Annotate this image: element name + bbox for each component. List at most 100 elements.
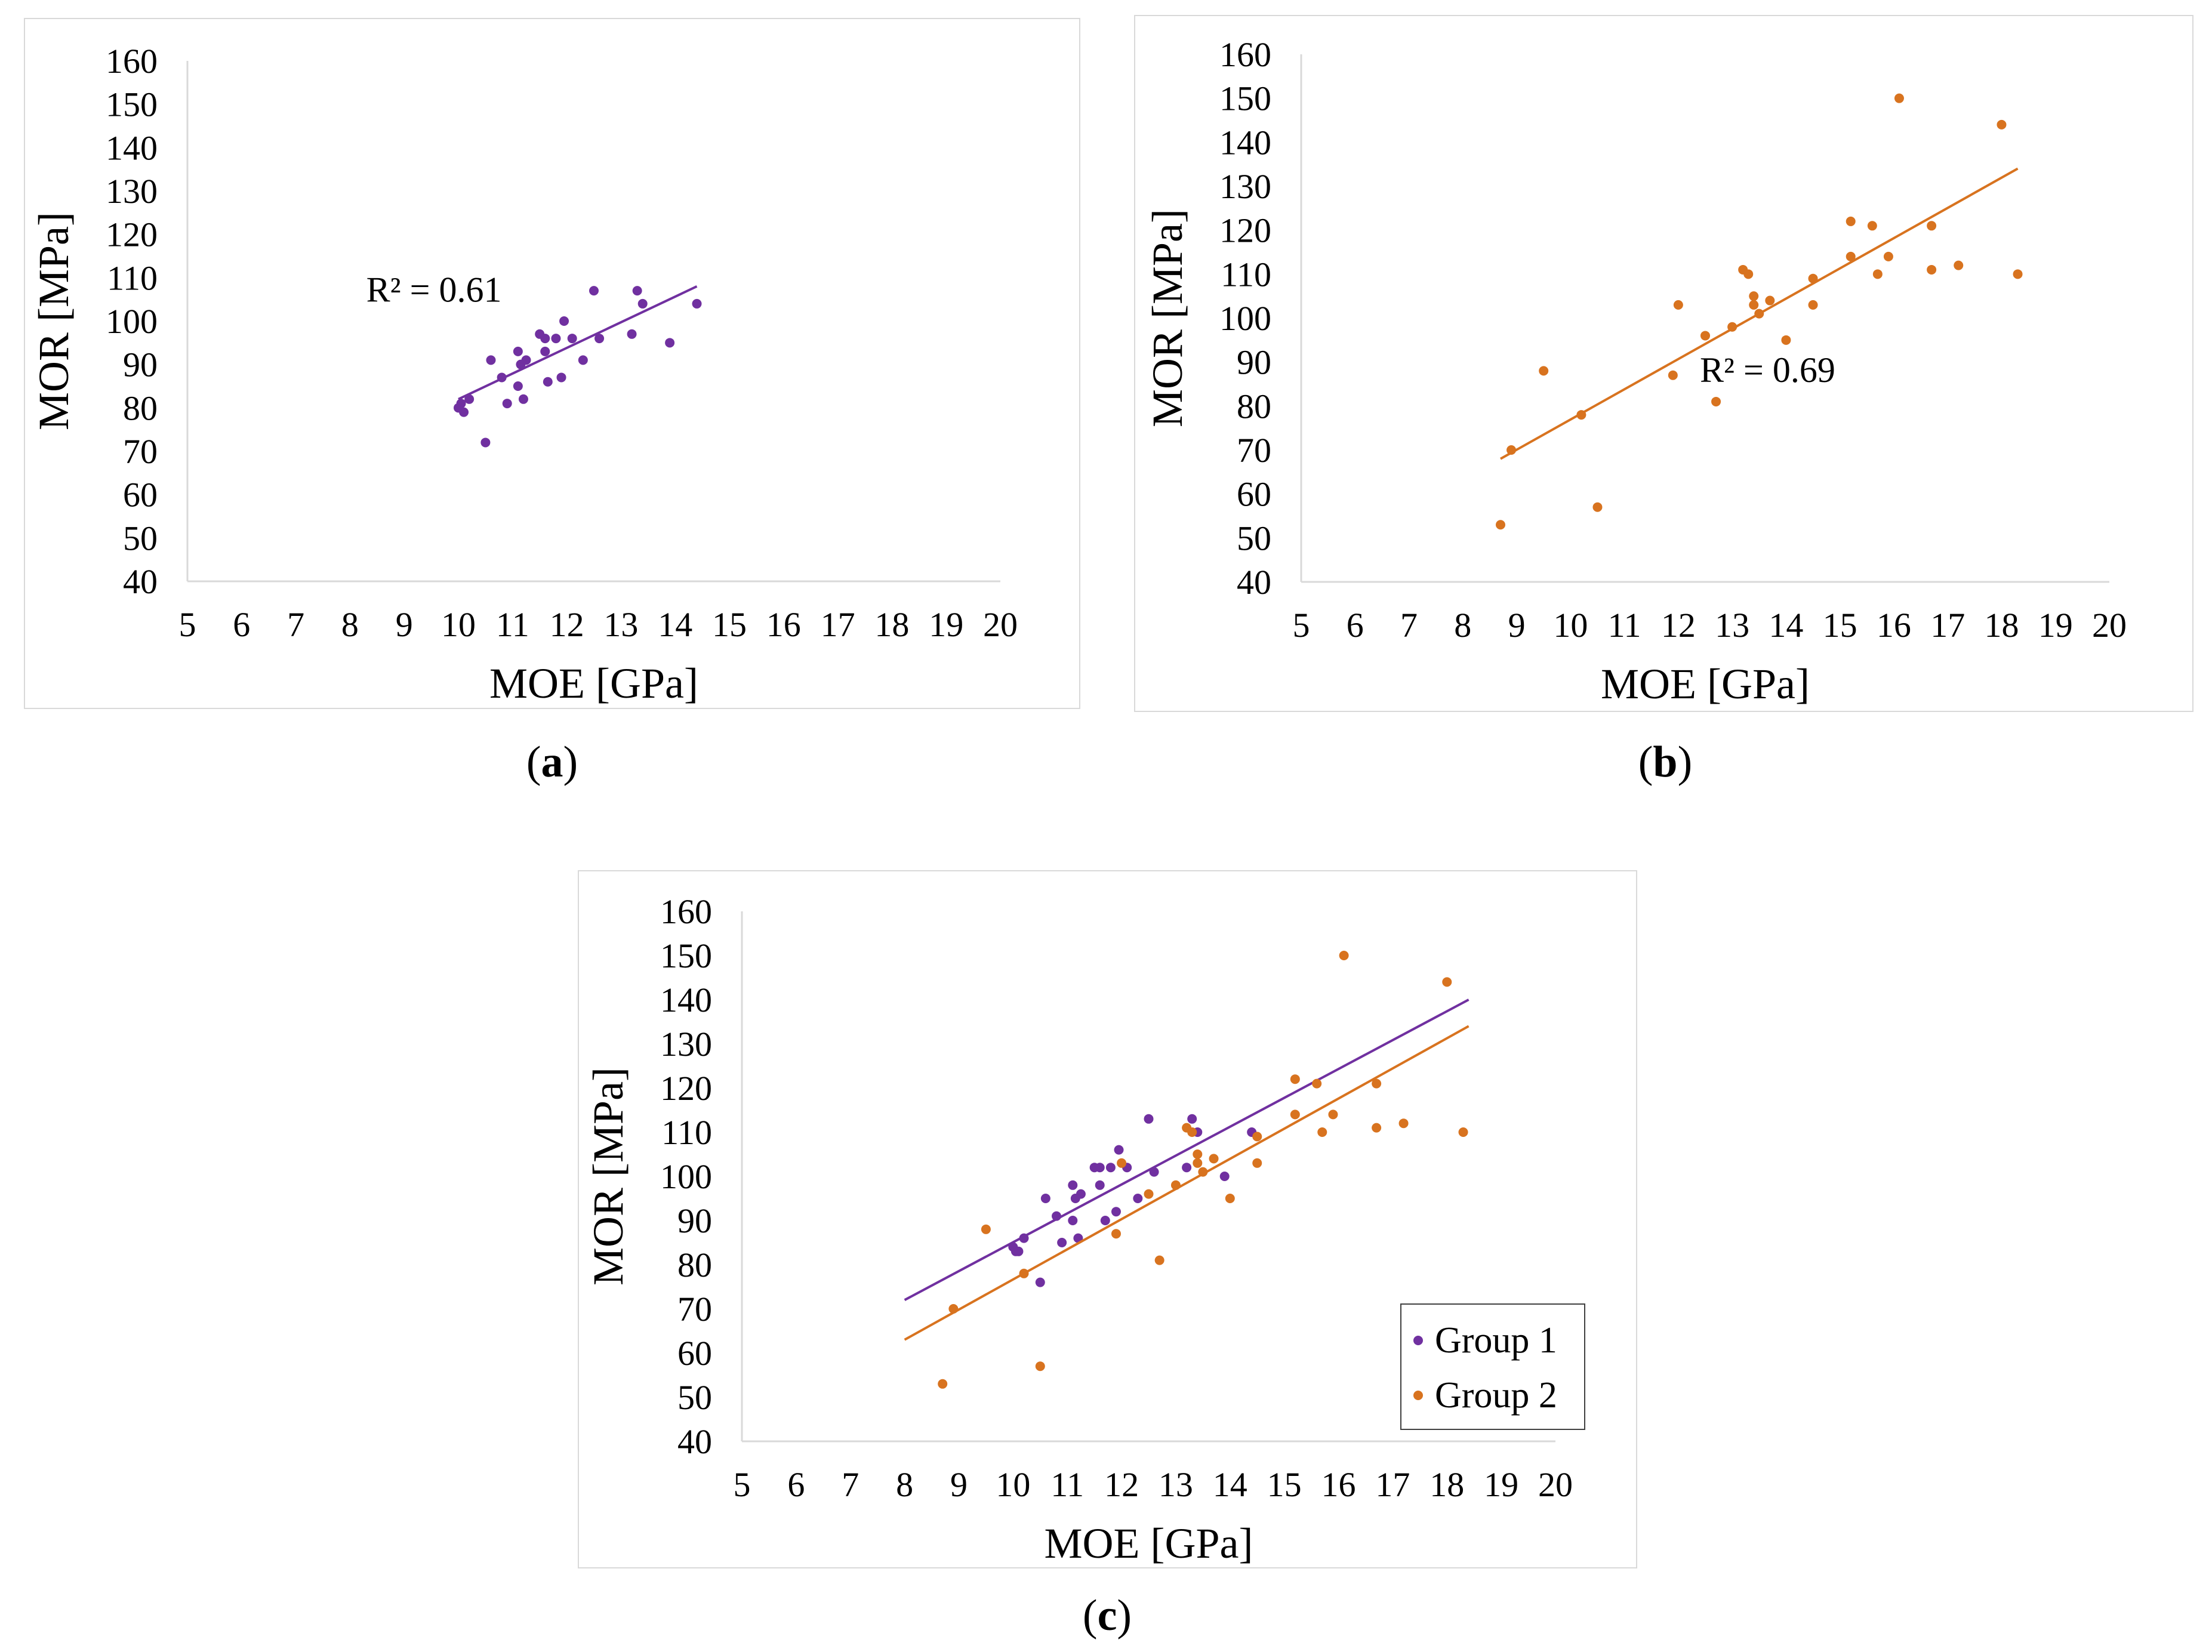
data-point xyxy=(1252,1132,1262,1142)
y-tick-label: 110 xyxy=(1221,255,1271,294)
x-tick-label: 14 xyxy=(1213,1465,1247,1504)
x-tick-label: 10 xyxy=(441,605,476,644)
x-tick-label: 8 xyxy=(896,1465,913,1504)
x-tick-label: 17 xyxy=(1375,1465,1410,1504)
data-point xyxy=(1035,1361,1045,1371)
data-point xyxy=(486,355,496,365)
data-point xyxy=(1019,1268,1029,1278)
data-point xyxy=(2013,269,2023,279)
x-tick-label: 11 xyxy=(496,605,529,644)
data-point xyxy=(1576,410,1586,420)
data-point xyxy=(1808,300,1818,310)
data-point xyxy=(1209,1154,1219,1164)
data-point xyxy=(540,346,550,356)
y-tick-label: 80 xyxy=(123,389,158,427)
chart-a-svg: 5 6 7 8 9 10 11 12 13 14 15 16 17 18 19 20 40 50 60 70 80 90 1… xyxy=(30,42,1018,707)
data-point xyxy=(1133,1194,1143,1203)
y-tick-label: 50 xyxy=(677,1378,712,1417)
x-tick-label: 6 xyxy=(1347,606,1364,645)
data-point xyxy=(1312,1078,1322,1089)
y-tick-label: 90 xyxy=(677,1201,712,1240)
data-point xyxy=(1252,1158,1262,1168)
data-point xyxy=(578,355,588,365)
x-tick-label: 20 xyxy=(2092,606,2127,645)
data-point xyxy=(1781,335,1791,345)
x-tick-label: 18 xyxy=(874,605,909,644)
data-point xyxy=(551,334,561,344)
x-tick-label: 19 xyxy=(2038,606,2073,645)
y-tick-label: 120 xyxy=(106,215,158,254)
trendline-series-2 xyxy=(904,1025,1469,1341)
y-tick-label: 40 xyxy=(677,1422,712,1461)
data-point xyxy=(1105,1163,1116,1173)
y-tick-label: 80 xyxy=(1237,387,1271,426)
y-tick-label: 90 xyxy=(1237,343,1271,382)
data-point xyxy=(1339,951,1349,960)
data-point xyxy=(1068,1216,1078,1225)
chart-panel-c: 5 6 7 8 9 10 11 12 13 14 15 16 17 18 19 20 40 50 60 70 80 90 1… xyxy=(578,870,1637,1568)
data-point xyxy=(1846,216,1856,226)
y-tick-label: 100 xyxy=(106,302,158,341)
data-point xyxy=(1144,1189,1154,1199)
x-tick-label: 7 xyxy=(1400,606,1418,645)
x-tick-label: 8 xyxy=(1454,606,1471,645)
data-point xyxy=(981,1224,991,1234)
y-tick-label: 150 xyxy=(1219,79,1271,118)
x-tick-label: 5 xyxy=(734,1465,751,1504)
y-tick-label: 70 xyxy=(123,432,158,471)
x-tick-label: 15 xyxy=(1823,606,1857,645)
x-tick-label: 13 xyxy=(603,605,638,644)
data-point xyxy=(1198,1167,1208,1177)
y-tick-label: 90 xyxy=(123,346,158,384)
x-tick-label: 9 xyxy=(396,605,413,644)
data-point xyxy=(938,1379,948,1389)
data-point xyxy=(480,437,491,448)
data-point xyxy=(513,381,523,391)
panel-label-b: (b) xyxy=(1638,738,1693,787)
x-tick-label: 20 xyxy=(983,605,1018,644)
x-tick-label: 17 xyxy=(1930,606,1965,645)
legend-item-group-2: Group 2 xyxy=(1413,1368,1572,1423)
x-tick-label: 17 xyxy=(821,605,855,644)
x-tick-label: 10 xyxy=(996,1465,1030,1504)
data-point xyxy=(1187,1114,1197,1124)
data-point xyxy=(543,377,553,387)
data-point xyxy=(1290,1074,1300,1084)
x-tick-label: 5 xyxy=(1293,606,1310,645)
legend-label-group-2: Group 2 xyxy=(1435,1375,1557,1416)
panel-label-a: (a) xyxy=(526,738,578,787)
data-point xyxy=(1219,1172,1230,1181)
data-point xyxy=(1170,1180,1181,1190)
data-point xyxy=(556,372,566,383)
x-tick-label: 15 xyxy=(712,605,747,644)
x-tick-label: 14 xyxy=(1769,606,1803,645)
data-point xyxy=(1808,273,1818,283)
x-tick-label: 11 xyxy=(1608,606,1641,645)
data-point xyxy=(1095,1163,1105,1173)
trendline-series-1 xyxy=(904,998,1469,1301)
data-point xyxy=(1076,1189,1086,1199)
y-tick-label: 40 xyxy=(123,562,158,601)
data-point xyxy=(1442,977,1452,987)
data-point xyxy=(1052,1211,1062,1221)
x-tick-label: 15 xyxy=(1267,1465,1302,1504)
r-squared-annotation: R² = 0.69 xyxy=(1700,350,1835,390)
data-point xyxy=(1927,221,1937,231)
data-point xyxy=(1867,221,1877,231)
y-tick-label: 70 xyxy=(677,1290,712,1329)
x-tick-label: 10 xyxy=(1553,606,1588,645)
x-tick-label: 16 xyxy=(1877,606,1911,645)
data-point xyxy=(1154,1255,1164,1265)
data-point xyxy=(1398,1118,1409,1129)
data-point xyxy=(1668,370,1678,380)
x-axis-title: MOE [GPa] xyxy=(1601,660,1810,708)
y-tick-label: 120 xyxy=(1219,211,1271,250)
y-tick-label: 60 xyxy=(677,1334,712,1373)
data-point xyxy=(1765,295,1775,306)
y-axis-title: MOR [MPa] xyxy=(1144,209,1191,427)
x-tick-label: 13 xyxy=(1159,1465,1193,1504)
data-point xyxy=(1328,1109,1338,1120)
x-tick-label: 7 xyxy=(842,1465,859,1504)
data-point xyxy=(1013,1246,1024,1256)
data-point xyxy=(1673,300,1683,310)
